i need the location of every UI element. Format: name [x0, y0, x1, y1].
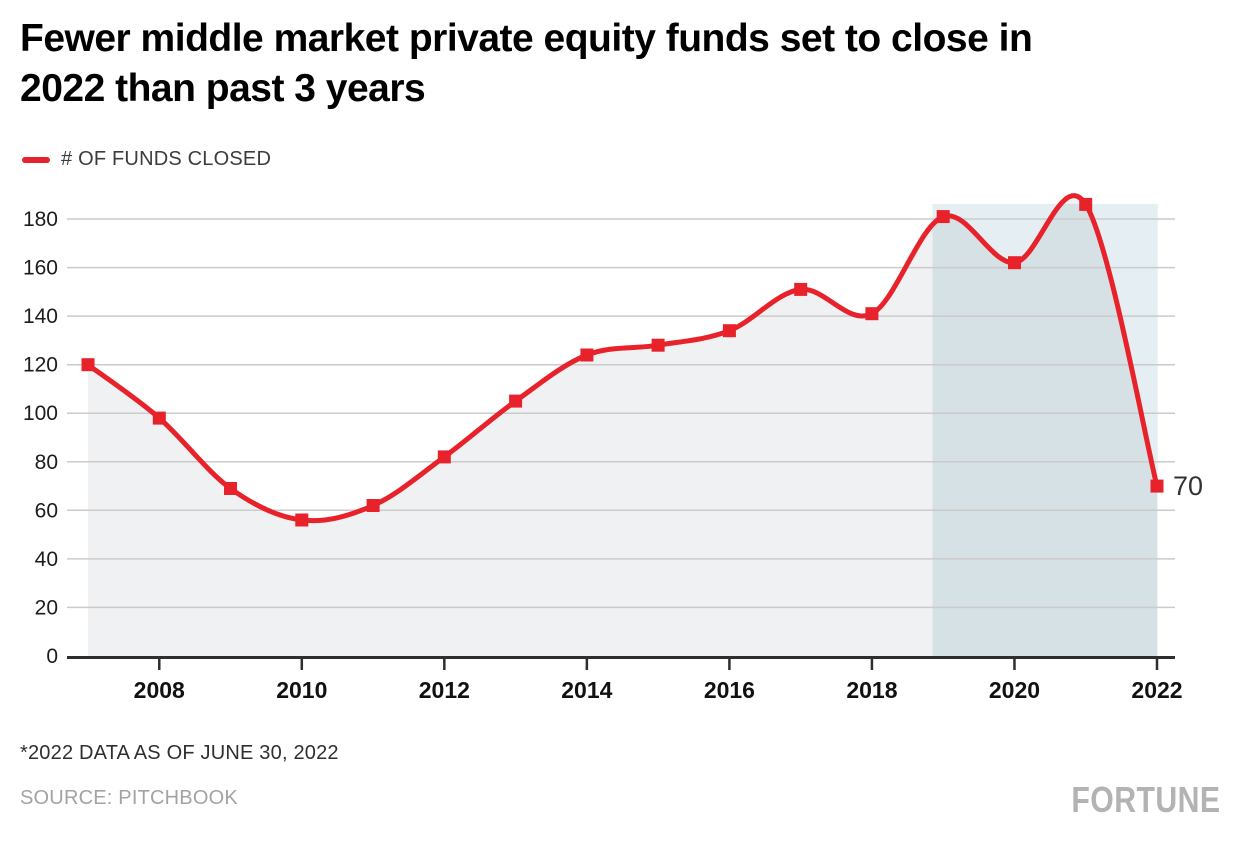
y-tick-label: 120 — [23, 354, 58, 377]
last-value-label: 70 — [1173, 471, 1203, 501]
footnote: *2022 DATA AS OF JUNE 30, 2022 — [20, 742, 339, 764]
x-tick-label: 2014 — [561, 677, 612, 703]
series-area — [88, 195, 1157, 656]
y-tick-label: 100 — [23, 402, 58, 425]
data-point-marker — [295, 513, 309, 527]
y-tick-label: 180 — [23, 208, 58, 231]
data-point-marker — [794, 282, 808, 296]
y-tick-label: 80 — [35, 451, 58, 474]
x-tick-label: 2012 — [419, 677, 470, 703]
y-tick-label: 60 — [35, 499, 58, 522]
legend-line-swatch — [22, 156, 50, 163]
y-tick-label: 40 — [35, 548, 58, 571]
source-credit: SOURCE: PITCHBOOK — [20, 787, 238, 809]
chart-title: Fewer middle market private equity funds… — [20, 14, 1033, 114]
y-tick-label: 0 — [46, 645, 58, 668]
highlight-band — [932, 203, 1158, 656]
x-tick-label: 2016 — [704, 677, 755, 703]
legend: # OF FUNDS CLOSED — [22, 148, 271, 171]
legend-label: # OF FUNDS CLOSED — [61, 148, 272, 170]
data-point-marker — [936, 210, 950, 224]
data-point-marker — [1079, 197, 1093, 211]
chart-title-line1: Fewer middle market private equity funds… — [20, 17, 1033, 60]
data-point-marker — [437, 450, 451, 464]
x-tick-label: 2020 — [989, 677, 1040, 703]
data-point-marker — [509, 394, 523, 408]
y-tick-label: 20 — [35, 596, 58, 619]
data-point-marker — [580, 348, 594, 362]
x-tick-label: 2008 — [134, 677, 185, 703]
data-point-marker — [81, 358, 95, 372]
x-tick-label: 2022 — [1131, 677, 1182, 703]
fortune-logo: FORTUNE — [1070, 779, 1220, 820]
data-point-marker — [865, 307, 879, 321]
chart-svg: 0 20 40 60 80 100 120 140 160 180 2008 2010 2012 2014… — [23, 193, 1203, 703]
data-point-marker — [1008, 256, 1021, 270]
data-point-marker — [1150, 479, 1164, 493]
chart-title-line2: 2022 than past 3 years — [20, 67, 426, 110]
data-point-marker — [722, 324, 736, 338]
data-point-marker — [224, 482, 237, 495]
x-tick-label: 2018 — [846, 677, 897, 703]
data-point-marker — [152, 411, 166, 425]
y-tick-label: 140 — [23, 305, 58, 328]
y-tick-label: 160 — [23, 257, 58, 280]
x-tick-label: 2010 — [276, 677, 327, 703]
data-point-marker — [651, 338, 665, 352]
data-point-marker — [366, 499, 380, 512]
